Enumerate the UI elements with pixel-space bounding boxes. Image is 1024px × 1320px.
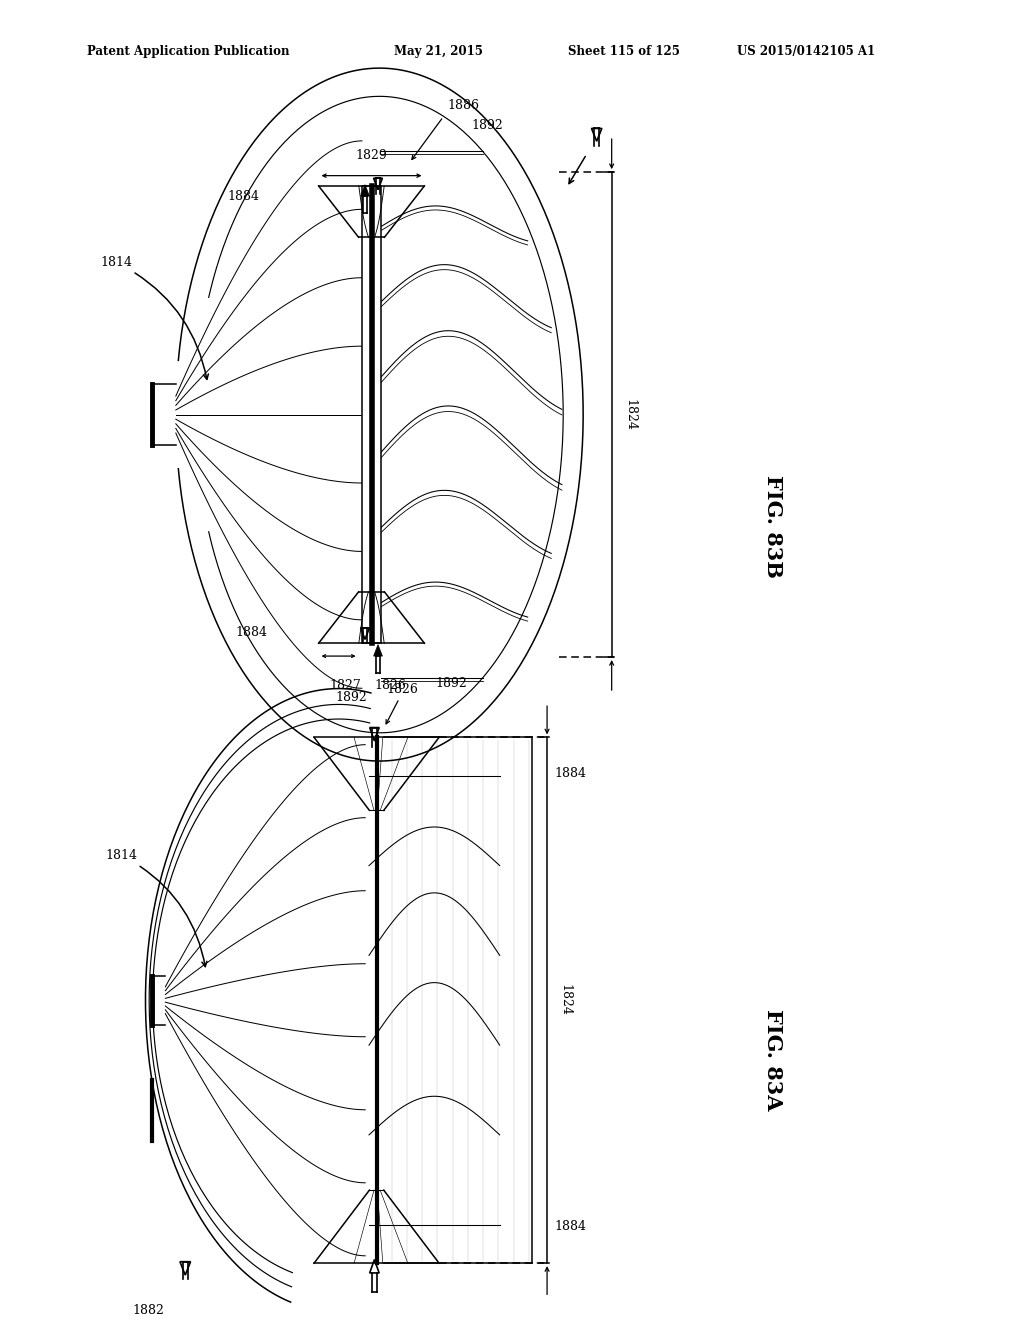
Text: Patent Application Publication: Patent Application Publication [87,45,290,58]
Text: 1826: 1826 [386,684,418,697]
Text: 1884: 1884 [236,627,267,639]
Text: 1824: 1824 [558,985,571,1016]
Text: 1884: 1884 [555,1220,587,1233]
Text: 1884: 1884 [227,190,260,203]
Text: 1827: 1827 [329,680,360,692]
Text: May 21, 2015: May 21, 2015 [394,45,483,58]
Text: Sheet 115 of 125: Sheet 115 of 125 [568,45,680,58]
Bar [361,186,381,643]
Text: 1814: 1814 [105,849,207,966]
Text: 1892: 1892 [471,119,503,132]
Text: 1884: 1884 [555,767,587,780]
Text: 1886: 1886 [447,99,479,112]
Text: FIG. 83B: FIG. 83B [763,475,783,578]
Text: 1882: 1882 [132,1304,164,1317]
Polygon shape [374,644,382,656]
Text: FIG. 83A: FIG. 83A [763,1008,783,1110]
Text: 1824: 1824 [624,399,637,430]
Text: US 2015/0142105 A1: US 2015/0142105 A1 [737,45,876,58]
Text: 1892: 1892 [435,677,467,689]
Text: 1826: 1826 [374,680,406,692]
Text: 1892: 1892 [335,690,368,704]
Polygon shape [360,185,370,197]
Text: 1829: 1829 [355,149,387,161]
Text: 1814: 1814 [100,256,209,379]
